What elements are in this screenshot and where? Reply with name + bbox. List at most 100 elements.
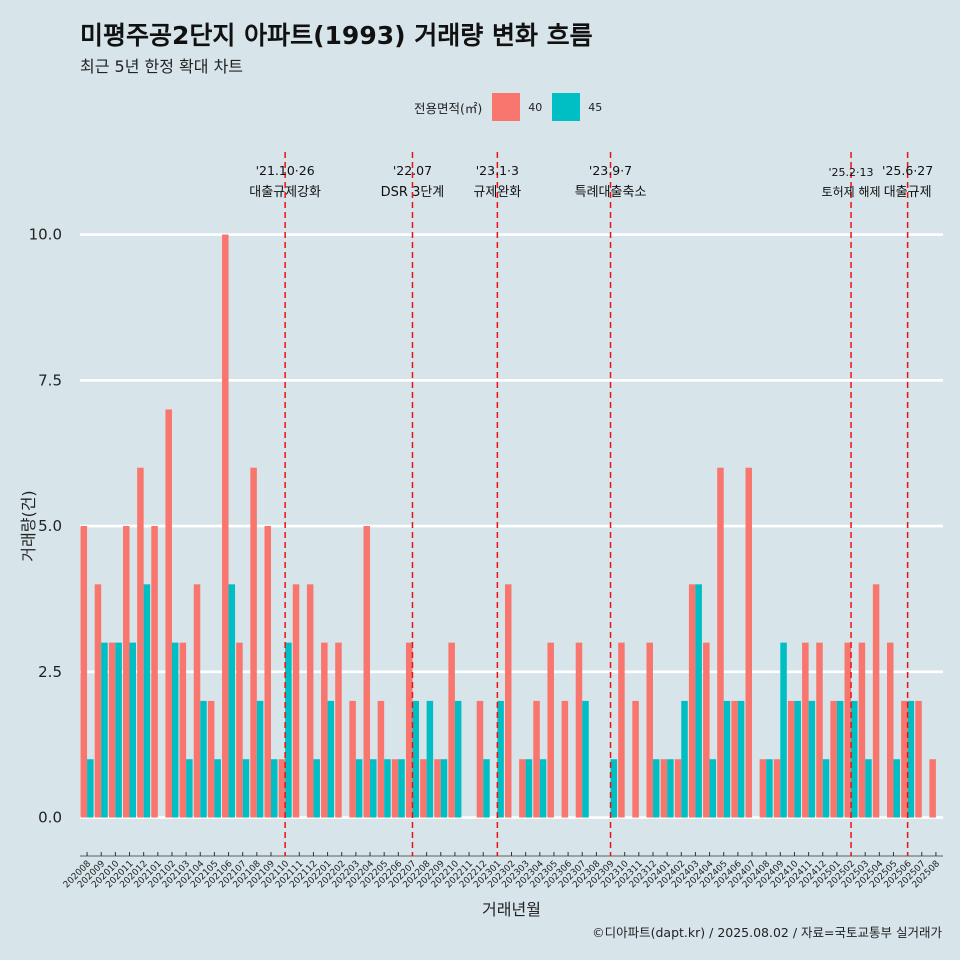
y-axis-title: 거래량(건) bbox=[19, 490, 38, 561]
bar-45-202201 bbox=[327, 700, 335, 818]
bar-40-202103 bbox=[179, 642, 187, 818]
bar-45-202204 bbox=[370, 759, 377, 818]
bar-45-202403 bbox=[695, 584, 702, 818]
bar-40-202110 bbox=[278, 759, 286, 818]
bar-40-202204 bbox=[363, 526, 371, 818]
bar-45-202401 bbox=[667, 759, 674, 818]
bar-40-202311 bbox=[632, 700, 639, 818]
bar-45-202207 bbox=[412, 700, 419, 818]
bar-40-202112 bbox=[306, 584, 314, 818]
bar-40-202107 bbox=[236, 642, 243, 818]
bar-40-202505 bbox=[886, 642, 894, 818]
bar-40-202205 bbox=[377, 700, 385, 818]
bar-40-202105 bbox=[207, 700, 215, 818]
bar-40-202010 bbox=[108, 642, 116, 818]
bar-40-202302 bbox=[504, 584, 512, 818]
bar-40-202008 bbox=[80, 526, 88, 818]
bar-40-202312 bbox=[646, 642, 653, 818]
chart-title: 미평주공2단지 아파트(1993) 거래량 변화 흐름 bbox=[80, 21, 593, 50]
legend-label-45: 45 bbox=[588, 100, 603, 114]
bar-40-202104 bbox=[193, 584, 201, 818]
bar-40-202206 bbox=[391, 759, 399, 818]
bar-45-202010 bbox=[115, 642, 122, 818]
bar-40-202403 bbox=[688, 584, 696, 818]
bar-40-202012 bbox=[137, 467, 144, 818]
bar-40-202411 bbox=[802, 642, 809, 818]
legend-title: 전용면적(㎡) bbox=[414, 100, 483, 116]
bar-40-202506 bbox=[901, 700, 908, 818]
legend-swatch-45 bbox=[552, 93, 581, 121]
bar-45-202210 bbox=[454, 700, 462, 818]
bar-45-202110 bbox=[285, 642, 292, 818]
event-date: '25.2·13 bbox=[829, 166, 874, 179]
bar-40-202402 bbox=[674, 759, 682, 818]
bar-40-202102 bbox=[165, 409, 172, 818]
x-axis-title: 거래년월 bbox=[482, 900, 541, 919]
bar-40-202504 bbox=[872, 584, 880, 818]
bar-40-202502 bbox=[844, 642, 852, 818]
bar-45-202307 bbox=[582, 700, 589, 818]
bar-45-202402 bbox=[681, 700, 688, 818]
bar-45-202405 bbox=[723, 700, 731, 818]
bar-40-202109 bbox=[264, 526, 271, 818]
bar-40-202202 bbox=[335, 642, 342, 818]
y-tick-label: 0.0 bbox=[38, 809, 62, 827]
bar-40-202106 bbox=[222, 234, 229, 818]
bar-45-202411 bbox=[808, 700, 816, 818]
bar-40-202507 bbox=[915, 700, 922, 818]
event-label: 특례대출축소 bbox=[575, 185, 647, 200]
event-date: '25.6·27 bbox=[882, 163, 933, 178]
bar-40-202401 bbox=[660, 759, 668, 818]
bar-45-202312 bbox=[652, 759, 660, 818]
bar-40-202404 bbox=[703, 642, 710, 818]
bar-45-202503 bbox=[865, 759, 872, 818]
bar-45-202009 bbox=[101, 642, 108, 818]
bar-40-202409 bbox=[773, 759, 781, 818]
bar-45-202501 bbox=[836, 700, 844, 818]
bar-45-202205 bbox=[384, 759, 391, 818]
bar-45-202102 bbox=[171, 642, 179, 818]
bar-45-202309 bbox=[610, 759, 618, 818]
bar-45-202408 bbox=[766, 759, 773, 818]
bar-45-202103 bbox=[186, 759, 193, 818]
bar-45-202505 bbox=[893, 759, 900, 818]
bar-40-202307 bbox=[575, 642, 583, 818]
bar-45-202011 bbox=[129, 642, 137, 818]
bar-40-202303 bbox=[519, 759, 526, 818]
bar-45-202506 bbox=[907, 700, 915, 818]
bar-40-202011 bbox=[123, 526, 130, 818]
bar-45-202208 bbox=[426, 700, 434, 818]
legend-label-40: 40 bbox=[528, 100, 543, 114]
bar-40-202503 bbox=[858, 642, 866, 818]
event-date: '22.07 bbox=[393, 163, 432, 178]
bar-40-202101 bbox=[151, 526, 158, 818]
y-tick-label: 2.5 bbox=[38, 663, 62, 681]
event-date: '23.1·3 bbox=[476, 163, 519, 178]
legend-swatch-40 bbox=[492, 93, 521, 121]
bar-40-202410 bbox=[787, 700, 795, 818]
bar-40-202208 bbox=[420, 759, 427, 818]
bar-40-202501 bbox=[830, 700, 837, 818]
bar-40-202407 bbox=[745, 467, 753, 818]
bar-45-202412 bbox=[822, 759, 830, 818]
event-label: 규제완화 bbox=[473, 185, 521, 200]
source-caption: ©디아파트(dapt.kr) / 2025.08.02 / 자료=국토교통부 실… bbox=[592, 925, 942, 940]
bar-40-202306 bbox=[561, 700, 569, 818]
y-tick-label: 7.5 bbox=[38, 371, 62, 389]
bar-45-202108 bbox=[256, 700, 264, 818]
chart-subtitle: 최근 5년 한정 확대 차트 bbox=[80, 57, 244, 76]
legend: 전용면적(㎡) 40 45 bbox=[414, 92, 612, 122]
event-label: 대출규제강화 bbox=[249, 185, 321, 200]
bar-45-202404 bbox=[709, 759, 717, 818]
bar-45-202105 bbox=[214, 759, 221, 818]
bar-40-202212 bbox=[476, 700, 484, 818]
bar-40-202111 bbox=[292, 584, 300, 818]
event-date: '23.9·7 bbox=[589, 163, 632, 178]
bar-40-202203 bbox=[349, 700, 356, 818]
event-label: 토허제 해제 bbox=[822, 185, 881, 199]
bar-40-202201 bbox=[321, 642, 328, 818]
bar-40-202210 bbox=[448, 642, 455, 818]
bar-40-202408 bbox=[759, 759, 767, 818]
bar-40-202304 bbox=[533, 700, 540, 818]
bar-45-202106 bbox=[228, 584, 236, 818]
